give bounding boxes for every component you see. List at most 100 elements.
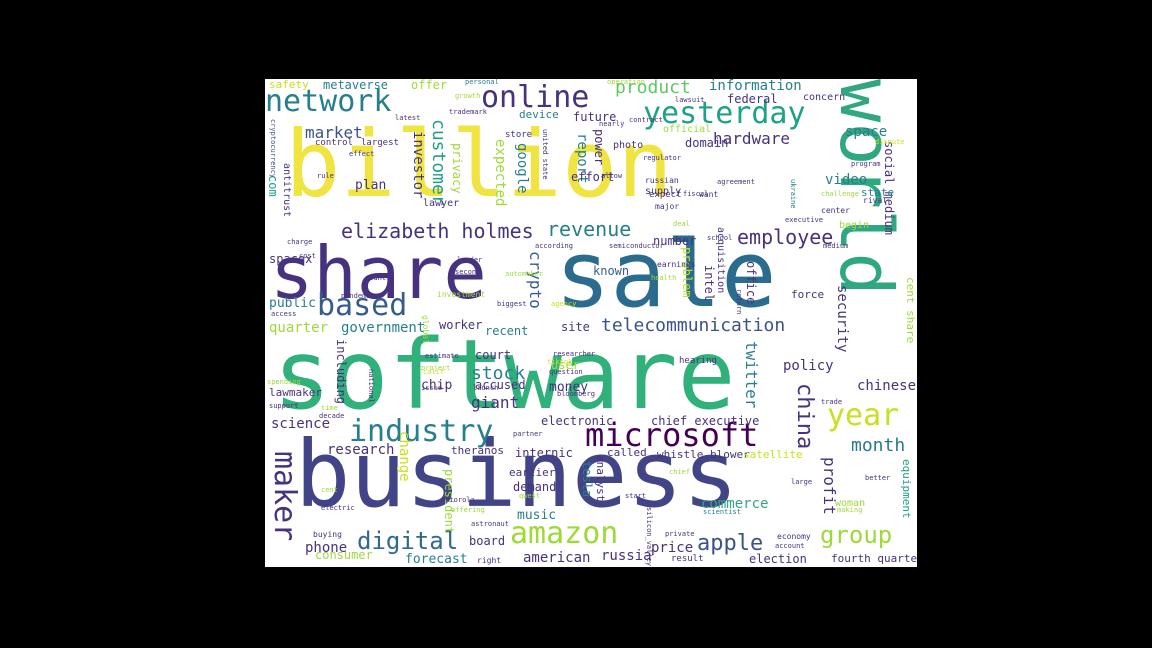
word: agreement xyxy=(717,178,755,186)
word: school xyxy=(707,234,733,242)
word: public xyxy=(269,296,316,311)
word: antitrust xyxy=(281,163,292,218)
word: official xyxy=(663,124,712,135)
word: according xyxy=(535,242,573,250)
word: demand xyxy=(513,480,557,494)
word: whistle blower xyxy=(657,448,750,461)
word: report xyxy=(574,133,590,184)
word: growth xyxy=(455,92,481,100)
word: world xyxy=(824,79,908,296)
word: buying xyxy=(313,530,342,539)
word: large xyxy=(791,478,813,486)
word: force xyxy=(791,288,825,301)
word: question xyxy=(549,368,583,376)
word: private xyxy=(665,530,695,538)
word: google xyxy=(514,143,530,194)
word: tiktok xyxy=(547,358,573,366)
word: cost xyxy=(299,252,316,260)
word: access xyxy=(271,310,297,318)
word: known xyxy=(593,264,630,278)
word: agency xyxy=(551,300,577,308)
word: product xyxy=(615,79,691,98)
word: second xyxy=(455,268,481,276)
word: russian xyxy=(645,176,679,185)
word: domain xyxy=(685,136,729,150)
word-cloud: software business billion share sale wor… xyxy=(265,79,917,567)
word: regulator xyxy=(643,154,681,162)
word: share xyxy=(270,231,487,315)
word: leader xyxy=(457,256,483,264)
word: dispute xyxy=(875,138,905,146)
word: launch xyxy=(473,384,499,392)
word: spacex xyxy=(269,252,313,266)
word: video xyxy=(825,172,868,188)
word: election xyxy=(749,552,807,566)
word: research xyxy=(327,442,395,458)
word: revenue xyxy=(547,217,632,241)
word: cent share xyxy=(904,277,917,344)
word: biggest xyxy=(497,300,527,308)
word: employee xyxy=(737,225,834,249)
word: control xyxy=(315,138,353,148)
word: spending xyxy=(267,378,301,386)
word: hardware xyxy=(713,129,791,148)
word: project xyxy=(421,364,451,372)
word: electric xyxy=(321,504,355,512)
word: equipment xyxy=(900,459,913,519)
word: motorola xyxy=(441,496,475,504)
word: partner xyxy=(513,430,543,438)
word: problem xyxy=(680,247,694,298)
word: store xyxy=(505,130,533,140)
word: scientist xyxy=(703,508,741,516)
word: program xyxy=(851,160,881,168)
word: market xyxy=(305,123,363,142)
word: site xyxy=(561,320,590,334)
word: tesla xyxy=(580,461,594,498)
word: trademark xyxy=(449,108,487,116)
word: group xyxy=(820,521,893,549)
word: contract xyxy=(629,116,663,124)
word: country xyxy=(365,274,395,282)
word: issue xyxy=(421,384,443,392)
word: rival xyxy=(863,196,888,205)
word: theranos xyxy=(451,444,504,457)
word: accused xyxy=(475,378,526,392)
word: bloomberg xyxy=(557,390,595,398)
word: network xyxy=(265,84,392,119)
word: science xyxy=(271,416,331,432)
word: customer xyxy=(428,119,449,206)
word: number xyxy=(653,234,697,248)
word: month xyxy=(851,435,906,456)
word: intel xyxy=(702,265,716,302)
word: privacy xyxy=(450,143,464,194)
word: based xyxy=(317,288,408,323)
word: amazon xyxy=(510,516,619,551)
word: device xyxy=(519,108,559,121)
word: business xyxy=(295,421,739,528)
word: calif xyxy=(423,368,445,376)
word: american xyxy=(523,550,591,566)
word: investor xyxy=(410,131,426,199)
word: board xyxy=(469,534,506,548)
word: fiscal xyxy=(683,190,709,198)
word: plan xyxy=(355,178,387,193)
word: national xyxy=(367,369,375,403)
word: office xyxy=(744,261,758,305)
word: united state xyxy=(541,129,549,180)
word: lawyer xyxy=(423,198,460,209)
word: state xyxy=(861,186,895,199)
word: health xyxy=(651,274,677,282)
word: medium xyxy=(823,242,849,250)
word: president xyxy=(442,469,456,535)
word: microsoft xyxy=(585,416,759,454)
word: telecommunication xyxy=(601,315,786,336)
word: worker xyxy=(439,318,483,332)
word: yesterday xyxy=(643,96,806,131)
word: federal xyxy=(727,92,778,106)
word: return xyxy=(735,289,743,315)
word: hearing xyxy=(679,356,717,366)
word: recent xyxy=(485,324,529,338)
word: expected xyxy=(492,139,508,207)
word: chip xyxy=(421,378,453,393)
word: qwest xyxy=(519,492,541,500)
